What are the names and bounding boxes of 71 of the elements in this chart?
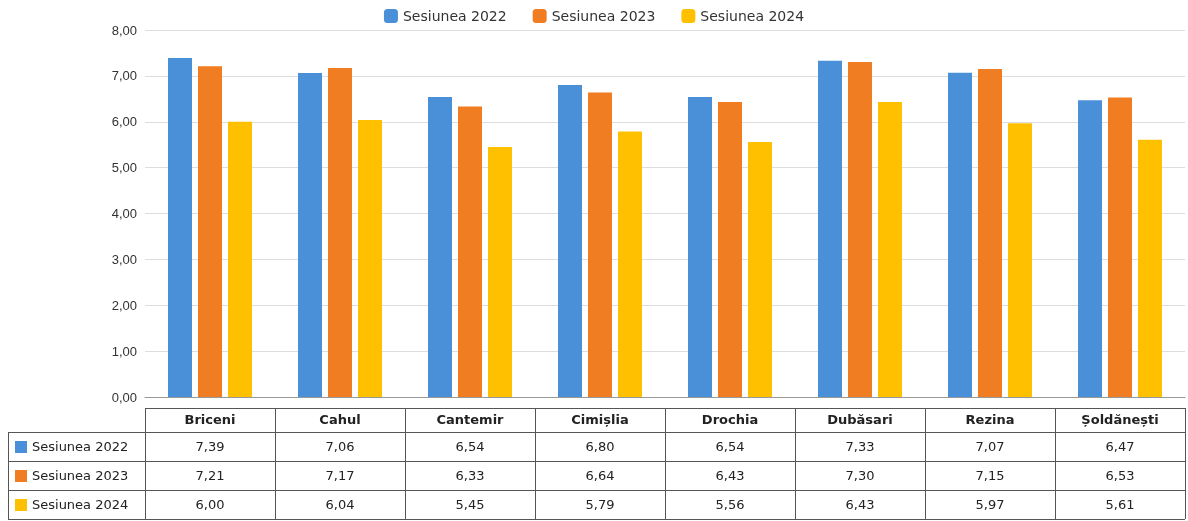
y-tick-label: 2,00 [111, 297, 137, 313]
y-tick-label: 6,00 [111, 114, 137, 130]
bar [328, 68, 352, 397]
data-label: 6,33 [454, 467, 486, 485]
bar [978, 68, 1002, 397]
x-tick-label: Cantemir [436, 412, 505, 427]
data-label: 7,30 [844, 467, 876, 485]
bar [198, 66, 222, 397]
bar [458, 106, 482, 397]
data-label: 6,53 [1104, 467, 1136, 485]
legend-label: Sesiunea 2024 [700, 8, 805, 24]
data-label: 6,43 [714, 467, 746, 485]
data-label: 7,21 [194, 467, 226, 485]
data-label: 5,61 [1104, 496, 1136, 514]
bar [818, 60, 842, 397]
data-label: 7,07 [974, 438, 1006, 456]
data-label: 6,54 [454, 438, 486, 456]
y-tick-label: 4,00 [111, 206, 137, 221]
data-label: 7,33 [844, 438, 876, 456]
text: Sesiunea 2022 [32, 439, 129, 454]
x-tick-label: Drochia [701, 412, 759, 427]
data-label: 6,80 [584, 438, 616, 456]
legend-label: Sesiunea 2022 [402, 8, 507, 24]
data-label: 7,17 [324, 467, 356, 485]
bar [1008, 123, 1032, 397]
bar [1078, 100, 1102, 397]
x-tick-label: Cimișlia [571, 412, 629, 427]
data-label: 6,47 [1104, 438, 1136, 456]
y-tick-label: 7,00 [111, 68, 137, 84]
legend-label: Sesiunea 2023 [551, 8, 656, 24]
data-label: 7,06 [324, 438, 356, 456]
data-label: 5,79 [584, 496, 616, 514]
bar [488, 146, 512, 397]
data-label: 5,56 [714, 496, 746, 514]
bar [848, 62, 872, 397]
y-tick-label: 5,00 [111, 160, 137, 176]
x-tick-label: Cahul [319, 412, 361, 427]
y-tick-label: 0,00 [111, 389, 137, 405]
data-label: 6,64 [584, 467, 616, 485]
data-label: 6,54 [714, 438, 746, 456]
data-label: 5,45 [454, 496, 486, 514]
y-tick-label: 8,00 [111, 22, 137, 38]
y-tick-label: 3,00 [111, 251, 137, 267]
data-label: 6,00 [194, 496, 226, 514]
bar [748, 141, 772, 397]
bar [878, 102, 902, 397]
data-label: 6,04 [324, 496, 356, 514]
data-label: 5,97 [974, 496, 1006, 514]
bar [428, 96, 452, 397]
bar [168, 57, 192, 397]
x-tick-label: Șoldănești [1081, 412, 1159, 427]
bar [948, 72, 972, 397]
x-tick-label: Dubăsari [827, 412, 893, 427]
x-tick-label: Rezina [965, 412, 1015, 427]
bar [558, 85, 582, 397]
data-label: 7,39 [194, 438, 226, 456]
bar [618, 131, 642, 397]
text: Sesiunea 2024 [32, 497, 129, 512]
x-tick-label: Briceni [184, 412, 236, 427]
data-label: 6,43 [844, 496, 876, 514]
bar [1138, 139, 1162, 397]
bar [718, 102, 742, 397]
bar [588, 92, 612, 397]
bar [358, 119, 382, 397]
y-tick-label: 1,00 [111, 343, 137, 359]
bar [228, 121, 252, 397]
text: Sesiunea 2023 [32, 468, 129, 483]
bar [298, 73, 322, 397]
data-label: 7,15 [974, 467, 1006, 485]
bar [688, 96, 712, 397]
bar [1108, 97, 1132, 397]
